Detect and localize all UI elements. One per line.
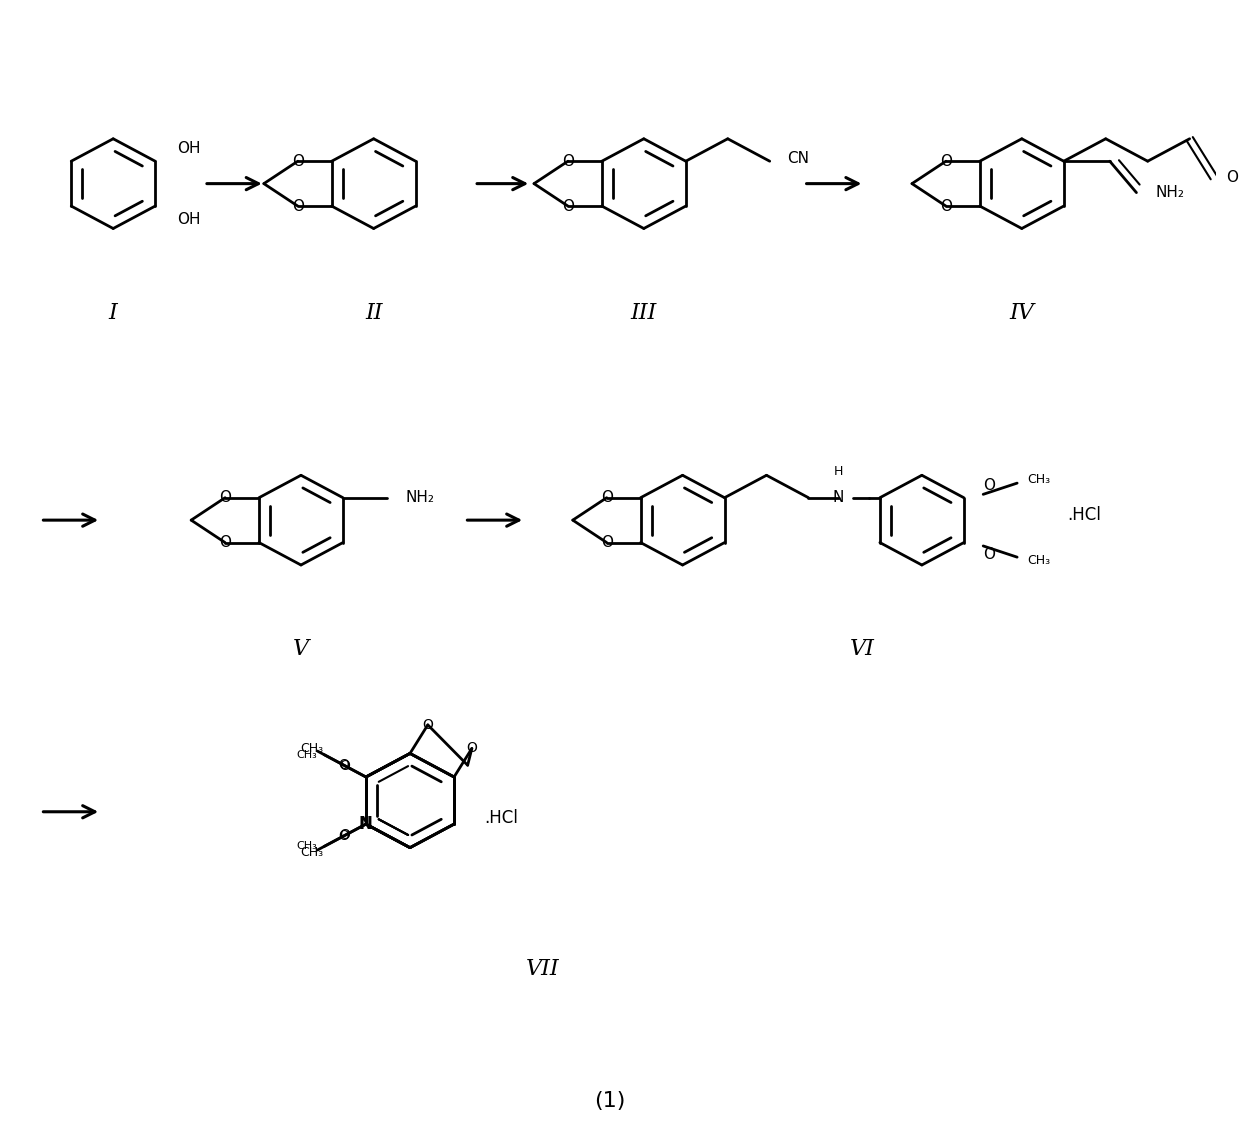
Text: O: O bbox=[562, 154, 574, 168]
Text: N: N bbox=[360, 815, 373, 833]
Text: O: O bbox=[600, 536, 613, 550]
Text: CN: CN bbox=[786, 151, 808, 166]
Text: CH₃: CH₃ bbox=[296, 842, 316, 852]
Text: O: O bbox=[219, 490, 231, 505]
Text: CH₃: CH₃ bbox=[1027, 473, 1050, 486]
Text: O: O bbox=[562, 199, 574, 214]
Text: O: O bbox=[940, 199, 952, 214]
Text: O: O bbox=[219, 536, 231, 550]
Text: O: O bbox=[291, 154, 304, 168]
Text: O: O bbox=[423, 718, 433, 732]
Text: CH₃: CH₃ bbox=[300, 846, 324, 859]
Text: N: N bbox=[833, 490, 844, 505]
Text: .HCl: .HCl bbox=[1066, 505, 1101, 523]
Text: H: H bbox=[833, 464, 843, 478]
Text: O: O bbox=[466, 741, 477, 756]
Text: O: O bbox=[339, 758, 350, 772]
Text: CH₃: CH₃ bbox=[1027, 554, 1050, 567]
Text: O: O bbox=[1226, 171, 1238, 185]
Text: O: O bbox=[940, 154, 952, 168]
Text: I: I bbox=[109, 302, 118, 323]
Text: IV: IV bbox=[1009, 302, 1034, 323]
Text: V: V bbox=[293, 638, 309, 660]
Text: O: O bbox=[291, 199, 304, 214]
Text: VI: VI bbox=[851, 638, 875, 660]
Text: O: O bbox=[340, 828, 350, 842]
Text: O: O bbox=[339, 829, 350, 843]
Text: II: II bbox=[365, 302, 382, 323]
Text: (1): (1) bbox=[594, 1092, 625, 1111]
Text: O: O bbox=[600, 490, 613, 505]
Text: NH₂: NH₂ bbox=[405, 490, 435, 505]
Text: OH: OH bbox=[177, 140, 201, 156]
Text: O: O bbox=[983, 547, 996, 562]
Text: O: O bbox=[340, 758, 350, 773]
Text: OH: OH bbox=[177, 211, 201, 227]
Text: III: III bbox=[631, 302, 657, 323]
Text: O: O bbox=[983, 478, 996, 493]
Text: CH₃: CH₃ bbox=[300, 741, 324, 755]
Text: NH₂: NH₂ bbox=[1156, 185, 1184, 200]
Text: VII: VII bbox=[526, 958, 559, 980]
Text: CH₃: CH₃ bbox=[296, 749, 316, 759]
Text: .HCl: .HCl bbox=[485, 809, 518, 827]
